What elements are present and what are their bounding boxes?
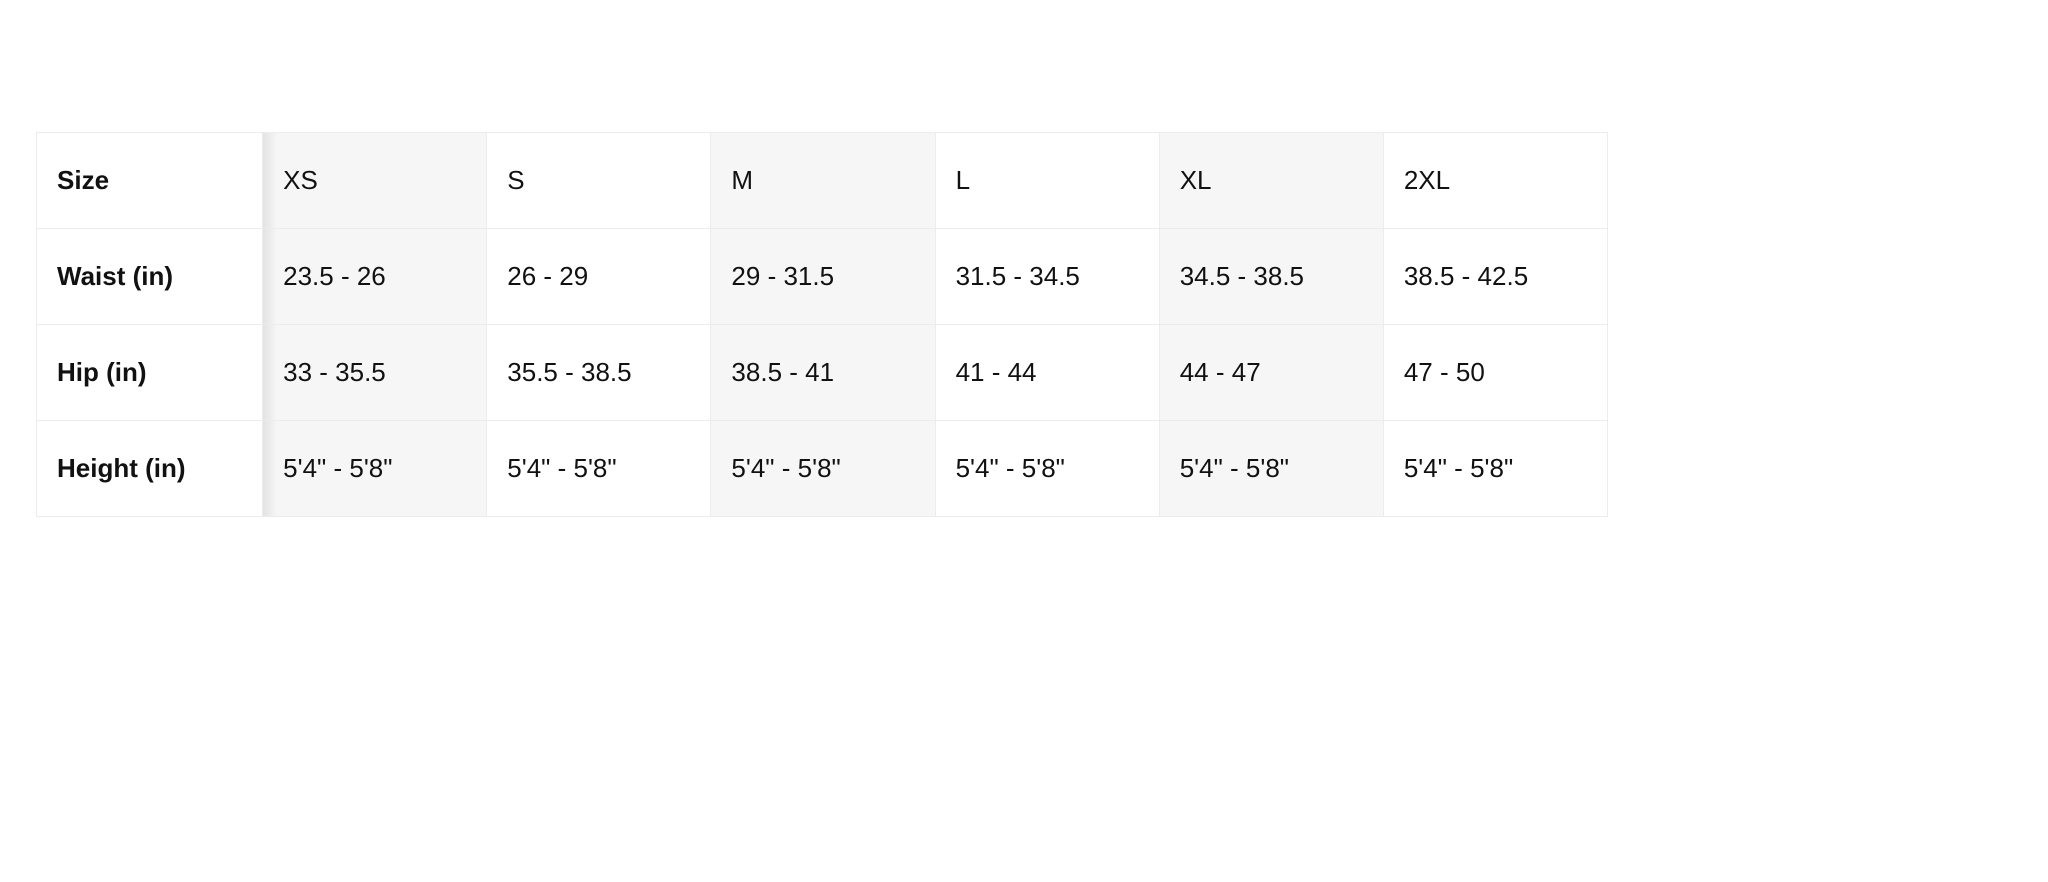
- column-header: S: [487, 133, 711, 229]
- table-cell: 5'4" - 5'8": [1383, 421, 1607, 517]
- table-cell: 5'4" - 5'8": [263, 421, 487, 517]
- size-chart-table: Size XS S M L XL 2XL Waist (in) 23.5 - 2…: [36, 132, 1608, 517]
- table-row: Height (in) 5'4" - 5'8" 5'4" - 5'8" 5'4"…: [37, 421, 1608, 517]
- column-header: XS: [263, 133, 487, 229]
- table-cell: 38.5 - 41: [711, 325, 935, 421]
- row-header-hip: Hip (in): [37, 325, 263, 421]
- table-cell: 34.5 - 38.5: [1159, 229, 1383, 325]
- size-table: Size XS S M L XL 2XL Waist (in) 23.5 - 2…: [36, 132, 1608, 517]
- table-cell: 5'4" - 5'8": [487, 421, 711, 517]
- column-header: L: [935, 133, 1159, 229]
- table-row: Waist (in) 23.5 - 26 26 - 29 29 - 31.5 3…: [37, 229, 1608, 325]
- table-cell: 33 - 35.5: [263, 325, 487, 421]
- row-header-size: Size: [37, 133, 263, 229]
- row-header-height: Height (in): [37, 421, 263, 517]
- column-header: M: [711, 133, 935, 229]
- table-cell: 5'4" - 5'8": [711, 421, 935, 517]
- table-cell: 41 - 44: [935, 325, 1159, 421]
- table-cell: 35.5 - 38.5: [487, 325, 711, 421]
- table-cell: 5'4" - 5'8": [1159, 421, 1383, 517]
- column-header: 2XL: [1383, 133, 1607, 229]
- table-cell: 38.5 - 42.5: [1383, 229, 1607, 325]
- table-cell: 29 - 31.5: [711, 229, 935, 325]
- table-cell: 26 - 29: [487, 229, 711, 325]
- column-header: XL: [1159, 133, 1383, 229]
- row-header-waist: Waist (in): [37, 229, 263, 325]
- table-cell: 23.5 - 26: [263, 229, 487, 325]
- table-row: Size XS S M L XL 2XL: [37, 133, 1608, 229]
- table-cell: 44 - 47: [1159, 325, 1383, 421]
- table-cell: 47 - 50: [1383, 325, 1607, 421]
- table-cell: 31.5 - 34.5: [935, 229, 1159, 325]
- table-cell: 5'4" - 5'8": [935, 421, 1159, 517]
- table-row: Hip (in) 33 - 35.5 35.5 - 38.5 38.5 - 41…: [37, 325, 1608, 421]
